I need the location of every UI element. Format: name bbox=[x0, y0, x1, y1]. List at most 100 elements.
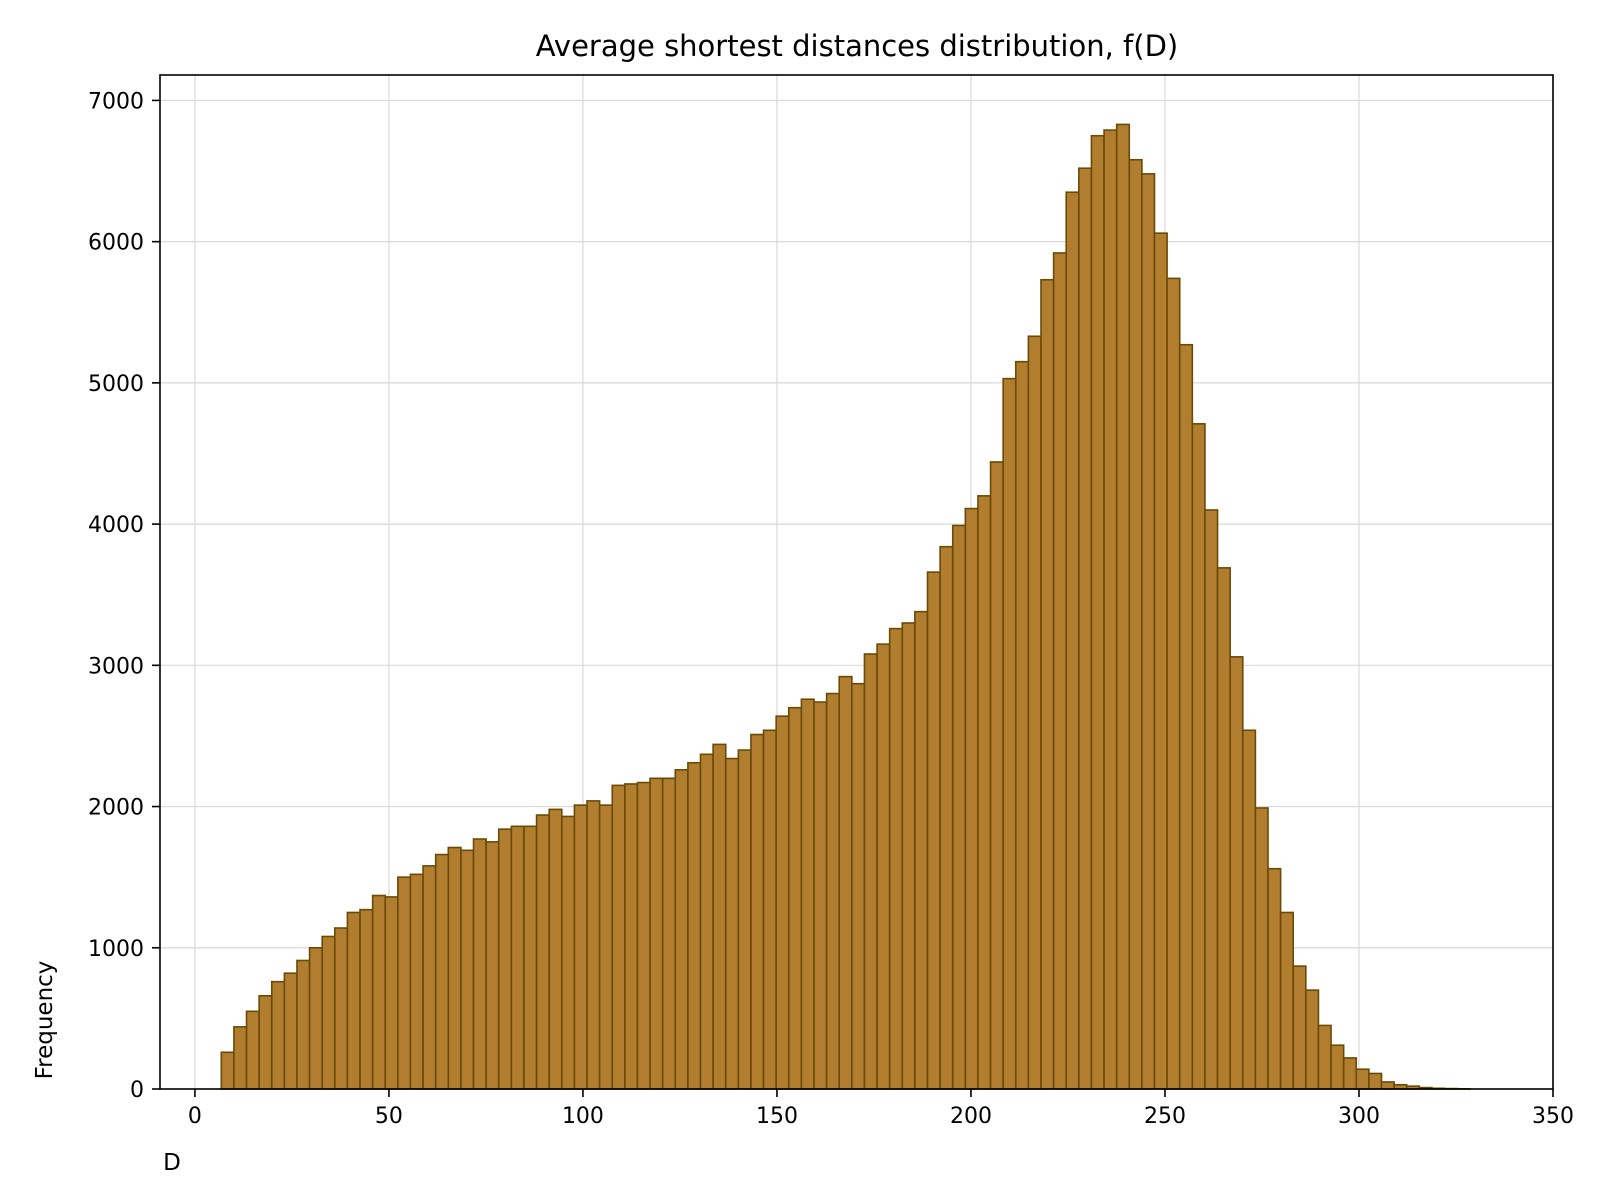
histogram-bar bbox=[346, 911, 361, 1090]
histogram-bar bbox=[258, 994, 273, 1090]
x-axis-label: D bbox=[163, 1150, 181, 1176]
histogram-bar bbox=[611, 784, 626, 1090]
histogram-bar bbox=[460, 849, 475, 1090]
histogram-bar bbox=[649, 777, 664, 1090]
x-tick-label: 50 bbox=[375, 1104, 403, 1129]
histogram-bar bbox=[1166, 277, 1181, 1090]
x-tick-label: 100 bbox=[562, 1104, 604, 1129]
histogram-bar bbox=[939, 545, 954, 1090]
histogram-bar bbox=[989, 461, 1004, 1090]
histogram-bar bbox=[434, 853, 450, 1090]
histogram-bar bbox=[1279, 911, 1295, 1090]
histogram-bar bbox=[1216, 567, 1231, 1090]
histogram-bar bbox=[548, 808, 563, 1090]
x-tick-label: 150 bbox=[756, 1104, 798, 1129]
histogram-bar bbox=[1153, 232, 1168, 1090]
y-tick-label: 2000 bbox=[88, 796, 144, 821]
histogram-bar bbox=[1317, 1024, 1332, 1090]
histogram-bar bbox=[1065, 191, 1080, 1090]
histogram-bar bbox=[485, 841, 500, 1090]
histogram-bar bbox=[838, 675, 853, 1090]
histogram-bar bbox=[245, 1010, 260, 1090]
histogram-bar bbox=[535, 814, 550, 1090]
histogram-bar bbox=[472, 838, 487, 1090]
histogram-bar bbox=[409, 873, 424, 1090]
histogram-bar bbox=[270, 980, 286, 1090]
histogram-bar bbox=[687, 761, 702, 1090]
y-tick-label: 6000 bbox=[88, 231, 144, 256]
histogram-bar bbox=[1141, 173, 1156, 1090]
histogram-bar bbox=[598, 804, 614, 1090]
histogram-bar bbox=[876, 643, 891, 1090]
histogram-bar bbox=[964, 507, 979, 1090]
histogram-bar bbox=[800, 698, 815, 1090]
histogram-bar bbox=[951, 524, 967, 1090]
histogram-bar bbox=[1342, 1057, 1358, 1090]
histogram-bar bbox=[586, 800, 601, 1090]
histogram-bar bbox=[813, 701, 828, 1090]
histogram-bar bbox=[926, 571, 941, 1090]
y-tick-label: 5000 bbox=[88, 372, 144, 397]
plot-area-frame bbox=[159, 74, 1554, 1090]
histogram-bar bbox=[661, 777, 677, 1090]
histogram-bar bbox=[359, 908, 374, 1090]
histogram-bar bbox=[321, 935, 336, 1090]
histogram-bar bbox=[674, 769, 689, 1090]
histogram-bar bbox=[447, 846, 462, 1090]
histogram-bar bbox=[233, 1026, 248, 1090]
histogram-bar bbox=[636, 781, 651, 1090]
histogram-bar bbox=[825, 692, 841, 1090]
histogram-bar bbox=[1078, 167, 1093, 1090]
histogram-bar bbox=[523, 825, 538, 1090]
histogram-bar bbox=[384, 896, 399, 1090]
histogram-bar bbox=[724, 757, 740, 1090]
y-tick-label: 0 bbox=[130, 1078, 144, 1103]
histogram-bar bbox=[334, 927, 349, 1090]
histogram-bar bbox=[851, 682, 866, 1090]
histogram-bar bbox=[1002, 377, 1017, 1090]
histogram-bar bbox=[1305, 989, 1320, 1090]
histogram-bar bbox=[1090, 134, 1105, 1090]
histogram-bar bbox=[308, 946, 323, 1090]
histogram-bar bbox=[624, 783, 639, 1090]
histogram-bar bbox=[863, 653, 878, 1090]
y-axis-ticks: 0 1000 2000 3000 4000 5000 6000 7000 bbox=[88, 89, 160, 1103]
histogram-bar bbox=[1292, 965, 1307, 1090]
histogram-bar bbox=[775, 715, 790, 1090]
histogram-bar bbox=[1241, 729, 1257, 1090]
x-tick-label: 300 bbox=[1338, 1104, 1380, 1129]
histogram-bar bbox=[901, 622, 916, 1090]
histogram-bar bbox=[220, 1051, 235, 1090]
histogram-bar bbox=[371, 894, 387, 1090]
histogram-bar bbox=[1267, 867, 1282, 1090]
histogram-bar bbox=[712, 743, 727, 1090]
histogram-bar bbox=[560, 815, 576, 1090]
histogram-bar bbox=[737, 749, 752, 1090]
histogram-bar bbox=[888, 627, 904, 1090]
histogram-bar bbox=[1355, 1068, 1370, 1090]
histogram-bar bbox=[1027, 335, 1042, 1090]
histogram-bar bbox=[497, 828, 513, 1090]
histogram-bar bbox=[762, 729, 777, 1090]
histogram-bar bbox=[1330, 1044, 1345, 1090]
histogram-bar bbox=[397, 876, 412, 1090]
x-tick-label: 350 bbox=[1532, 1104, 1574, 1129]
histogram-bar bbox=[750, 733, 765, 1090]
histogram-bar bbox=[1040, 278, 1055, 1090]
histogram-bar bbox=[510, 825, 525, 1090]
histogram-bar bbox=[699, 753, 714, 1090]
histogram-bar bbox=[1052, 252, 1068, 1090]
histogram-bar bbox=[1128, 158, 1143, 1090]
y-tick-label: 4000 bbox=[88, 513, 144, 538]
histogram-bar bbox=[1014, 360, 1030, 1090]
histogram-bar bbox=[422, 865, 437, 1090]
histogram-bar bbox=[1380, 1081, 1395, 1090]
histogram-bar bbox=[977, 495, 992, 1090]
x-axis-ticks: 0 50 100 150 200 250 300 350 bbox=[188, 1089, 1574, 1129]
histogram-bar bbox=[283, 972, 298, 1090]
y-axis-label: Frequency bbox=[32, 961, 58, 1080]
histogram-bar bbox=[573, 804, 588, 1090]
histogram-bar bbox=[1229, 656, 1244, 1090]
histogram-bar bbox=[1178, 343, 1194, 1090]
